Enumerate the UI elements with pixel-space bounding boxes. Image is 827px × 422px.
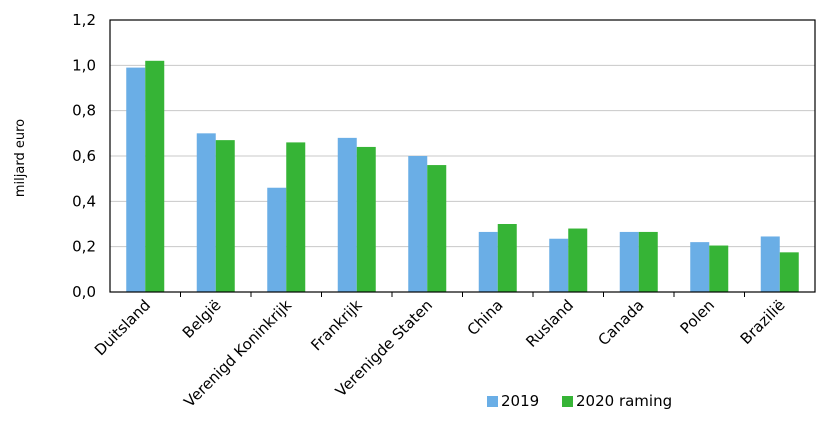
bar-series2 — [638, 231, 658, 292]
bar-series1 — [196, 133, 216, 292]
bar-series1 — [337, 137, 357, 292]
y-tick-label: 1,0 — [72, 56, 96, 74]
y-tick-label: 0,4 — [72, 192, 96, 210]
legend-swatch — [562, 396, 573, 407]
bar-series2 — [215, 140, 235, 292]
bar-series1 — [478, 231, 498, 292]
bar-series2 — [427, 165, 447, 292]
bar-series1 — [267, 187, 287, 292]
bar-series2 — [709, 245, 729, 292]
bar-series1 — [408, 156, 428, 292]
y-axis-label: miljard euro — [13, 119, 28, 197]
x-tick-label: Canada — [594, 296, 647, 349]
legend-label: 2020 raming — [576, 392, 672, 410]
bar-series1 — [619, 231, 639, 292]
bar-series2 — [779, 252, 799, 292]
bar-series1 — [549, 238, 569, 292]
y-tick-label: 0,6 — [72, 147, 96, 165]
bar-series1 — [760, 236, 780, 292]
legend-label: 2019 — [501, 392, 539, 410]
legend-swatch — [487, 396, 498, 407]
x-tick-label: Brazilië — [737, 296, 789, 348]
legend: 2019 2020 raming — [487, 392, 672, 410]
y-tick-labels: 0,0 0,2 0,4 0,6 0,8 1,0 1,2 — [72, 11, 96, 301]
x-tick-label: Polen — [677, 296, 718, 337]
bar-series2 — [145, 60, 165, 292]
y-tick-label: 1,2 — [72, 11, 96, 29]
bar-series1 — [690, 242, 710, 292]
bar-series1 — [126, 67, 146, 292]
bars — [126, 60, 799, 292]
y-tick-label: 0,0 — [72, 283, 96, 301]
x-tick-label: Duitsland — [91, 296, 154, 359]
bar-series2 — [356, 146, 376, 292]
y-tick-label: 0,8 — [72, 102, 96, 120]
bar-series2 — [497, 224, 517, 292]
x-tick-label: Frankrijk — [307, 296, 365, 354]
y-tick-label: 0,2 — [72, 238, 96, 256]
bar-series2 — [286, 142, 306, 292]
x-tick-label: Rusland — [522, 296, 577, 351]
bar-series2 — [568, 228, 588, 292]
x-tick-label: België — [179, 296, 225, 342]
x-tick-label: China — [464, 296, 507, 339]
axes — [109, 19, 816, 297]
